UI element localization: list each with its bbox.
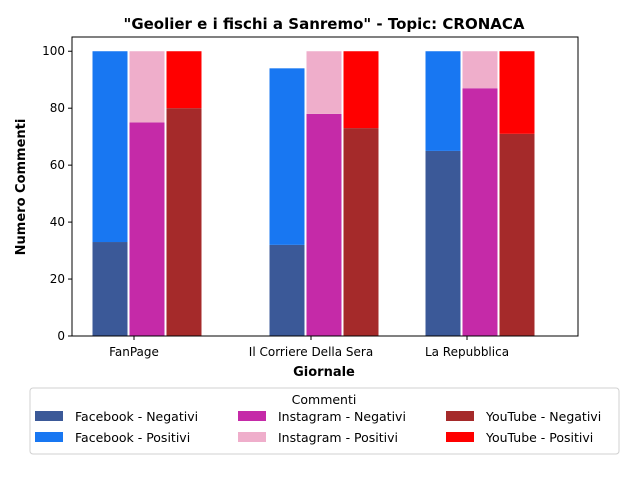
bar-instagram-positivi-1 bbox=[306, 51, 342, 114]
legend-entry: Facebook - Positivi bbox=[75, 430, 190, 445]
legend-swatch bbox=[35, 432, 63, 442]
legend: Commenti Facebook - Negativi Instagram - … bbox=[29, 387, 620, 455]
bar-facebook-negativi-2 bbox=[425, 150, 461, 336]
y-tick-label: 0 bbox=[57, 329, 65, 343]
legend-swatch bbox=[238, 411, 266, 421]
bar-instagram-positivi-0 bbox=[129, 51, 165, 123]
bar-youtube-positivi-2 bbox=[499, 51, 535, 134]
y-tick-label: 100 bbox=[42, 44, 65, 58]
bar-instagram-positivi-2 bbox=[462, 51, 498, 89]
legend-entry: Facebook - Negativi bbox=[75, 409, 198, 424]
legend-swatch bbox=[446, 411, 474, 421]
bar-facebook-positivi-2 bbox=[425, 51, 461, 151]
bar-youtube-negativi-0 bbox=[166, 108, 202, 336]
legend-entry: Instagram - Negativi bbox=[278, 409, 406, 424]
bar-youtube-negativi-1 bbox=[343, 128, 379, 336]
y-tick-label: 60 bbox=[50, 158, 65, 172]
bar-instagram-negativi-0 bbox=[129, 122, 165, 336]
legend-entry: YouTube - Positivi bbox=[485, 430, 593, 445]
x-tick-label: Il Corriere Della Sera bbox=[249, 345, 373, 359]
legend-swatch bbox=[238, 432, 266, 442]
bar-youtube-positivi-1 bbox=[343, 51, 379, 129]
plot-frame bbox=[71, 36, 579, 337]
y-tick-label: 80 bbox=[50, 101, 65, 115]
bar-facebook-positivi-0 bbox=[92, 51, 128, 243]
plot-area: FanPage Il Corriere Della Sera La Repubbli… bbox=[42, 36, 579, 359]
legend-swatch bbox=[446, 432, 474, 442]
legend-title: Commenti bbox=[292, 392, 357, 407]
x-axis-label: Giornale bbox=[293, 365, 355, 380]
bar-facebook-positivi-1 bbox=[269, 68, 305, 245]
bar-instagram-negativi-1 bbox=[306, 113, 342, 336]
x-tick-label: FanPage bbox=[109, 345, 159, 359]
chart-title: "Geolier e i fischi a Sanremo" - Topic: … bbox=[124, 15, 525, 33]
bar-youtube-positivi-0 bbox=[166, 51, 202, 109]
y-axis-label: Numero Commenti bbox=[14, 119, 29, 256]
bar-facebook-negativi-0 bbox=[92, 242, 128, 336]
y-tick-label: 40 bbox=[50, 215, 65, 229]
legend-entry: Instagram - Positivi bbox=[278, 430, 398, 445]
bar-instagram-negativi-2 bbox=[462, 88, 498, 336]
legend-swatch bbox=[35, 411, 63, 421]
legend-entry: YouTube - Negativi bbox=[485, 409, 601, 424]
y-tick-label: 20 bbox=[50, 272, 65, 286]
bar-facebook-negativi-1 bbox=[269, 244, 305, 336]
bar-youtube-negativi-2 bbox=[499, 133, 535, 336]
x-tick-label: La Repubblica bbox=[425, 345, 509, 359]
